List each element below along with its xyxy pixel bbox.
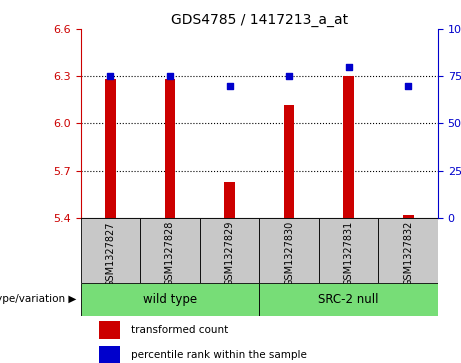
Bar (319, 218, 378, 283)
Bar (284, 105, 295, 218)
Text: GSM1327831: GSM1327831 (343, 221, 354, 286)
Bar (378, 218, 438, 283)
Bar (165, 79, 175, 218)
Bar (259, 218, 319, 283)
Point (166, 73, 174, 79)
Bar (259, 283, 438, 316)
Bar (403, 215, 414, 218)
Bar (99, 321, 120, 339)
Bar (105, 79, 116, 218)
Text: genotype/variation ▶: genotype/variation ▶ (0, 294, 76, 305)
Bar (200, 218, 259, 283)
Title: GDS4785 / 1417213_a_at: GDS4785 / 1417213_a_at (171, 13, 348, 26)
Bar (140, 218, 200, 283)
Bar (81, 283, 259, 316)
Point (285, 73, 293, 79)
Text: wild type: wild type (143, 293, 197, 306)
Text: GSM1327827: GSM1327827 (106, 221, 115, 286)
Text: transformed count: transformed count (131, 325, 228, 335)
Bar (224, 182, 235, 218)
Bar (343, 76, 354, 218)
Text: GSM1327828: GSM1327828 (165, 221, 175, 286)
Text: percentile rank within the sample: percentile rank within the sample (131, 350, 307, 360)
Bar (99, 346, 120, 363)
Text: SRC-2 null: SRC-2 null (319, 293, 379, 306)
Point (226, 83, 233, 89)
Point (107, 73, 114, 79)
Text: GSM1327829: GSM1327829 (225, 221, 235, 286)
Point (404, 83, 412, 89)
Point (345, 64, 352, 70)
Text: GSM1327832: GSM1327832 (403, 221, 413, 286)
Bar (81, 218, 140, 283)
Text: GSM1327830: GSM1327830 (284, 221, 294, 286)
